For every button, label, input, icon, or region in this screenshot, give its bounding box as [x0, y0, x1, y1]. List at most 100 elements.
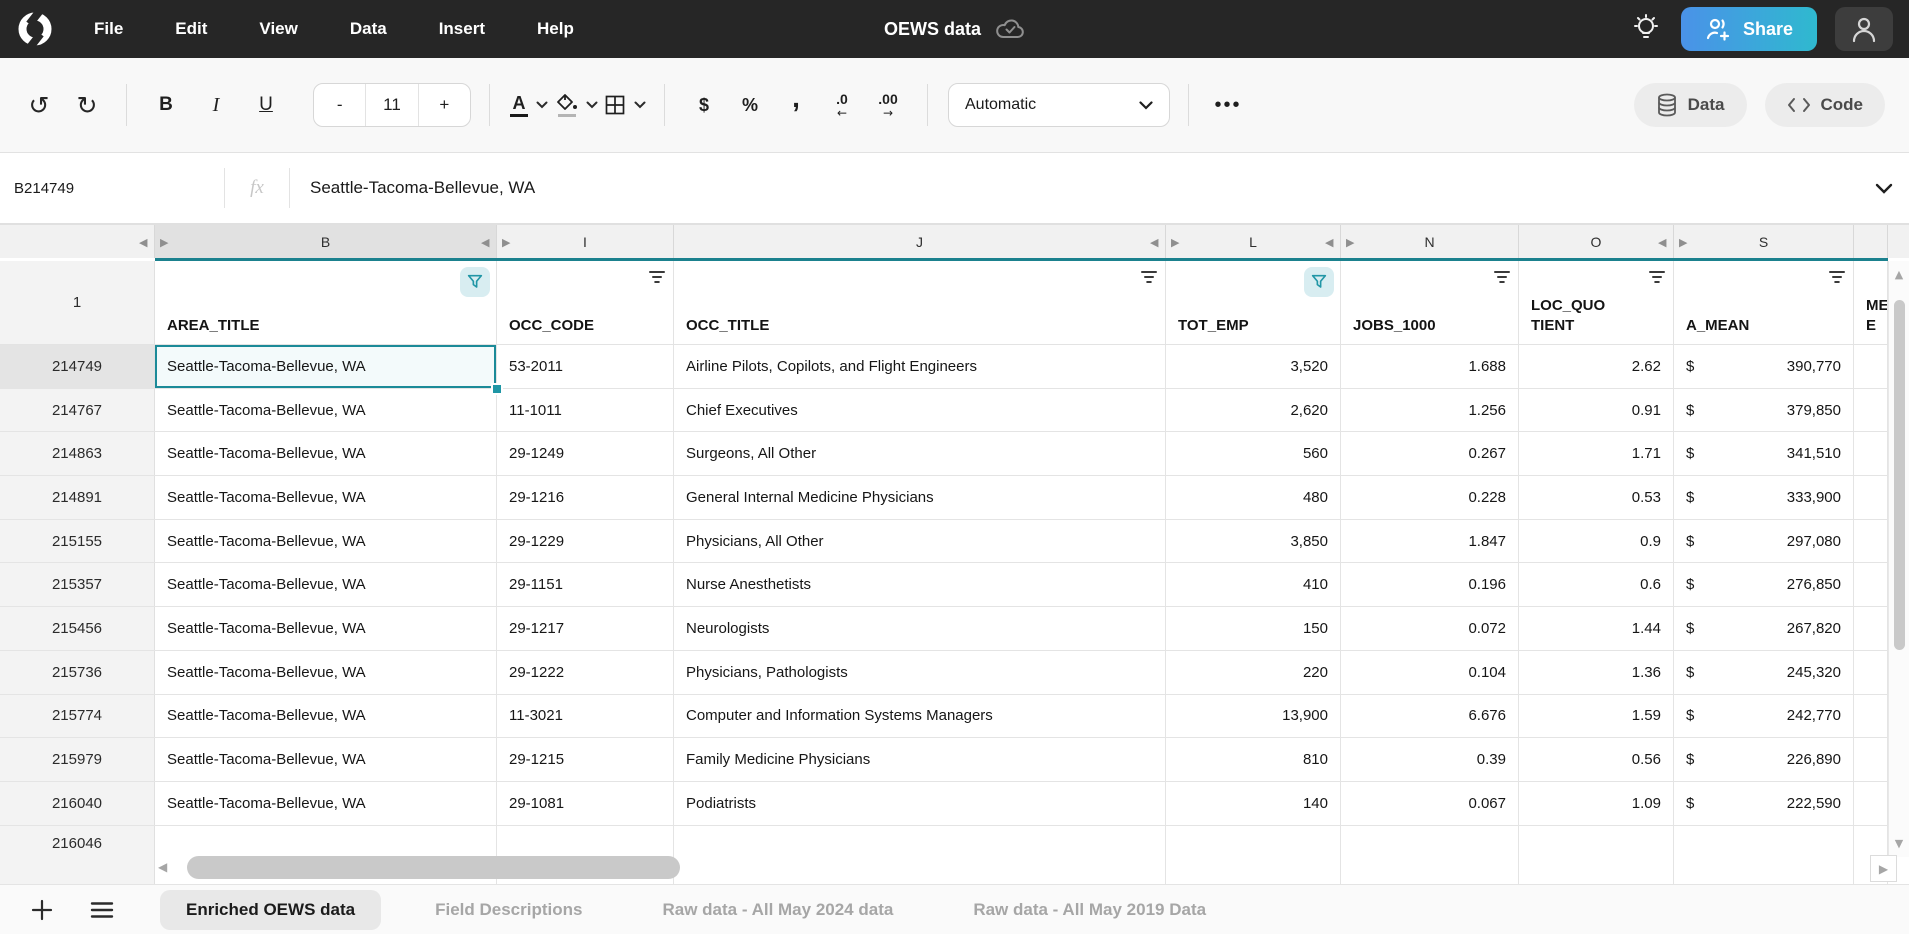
field-header-area_title[interactable]: AREA_TITLE: [155, 261, 497, 344]
column-header-L[interactable]: L: [1166, 225, 1341, 258]
cell-L214863[interactable]: 560: [1166, 432, 1341, 476]
number-format-select[interactable]: Automatic: [948, 83, 1170, 127]
column-header-B[interactable]: B: [155, 225, 497, 258]
horizontal-scrollbar-thumb[interactable]: [187, 856, 680, 879]
row-number-214767[interactable]: 214767: [0, 388, 155, 432]
hidden-columns-right-icon[interactable]: ▶: [1346, 235, 1355, 249]
cell-O214749[interactable]: 2.62: [1519, 345, 1674, 388]
menu-view[interactable]: View: [259, 19, 298, 38]
cell-O215736[interactable]: 1.36: [1519, 650, 1674, 694]
hidden-columns-left-icon[interactable]: ◀: [481, 235, 490, 249]
cell-N215736[interactable]: 0.104: [1341, 650, 1519, 694]
decrease-decimal-button[interactable]: .0 ←: [821, 83, 863, 127]
percent-format-button[interactable]: %: [729, 83, 771, 127]
cell-S215155[interactable]: $297,080: [1674, 519, 1854, 563]
hidden-columns-left-icon[interactable]: ◀: [1325, 235, 1334, 249]
hidden-columns-left-icon[interactable]: ◀: [139, 235, 148, 249]
cell-O216040[interactable]: 1.09: [1519, 781, 1674, 825]
menu-file[interactable]: File: [94, 19, 124, 38]
cell-J216040[interactable]: Podiatrists: [674, 781, 1166, 825]
cell-J216046[interactable]: [674, 825, 1166, 884]
cell-J214863[interactable]: Surgeons, All Other: [674, 432, 1166, 476]
field-header-loc_quotient[interactable]: LOC_QUO TIENT: [1519, 261, 1674, 344]
cell-S215357[interactable]: $276,850: [1674, 563, 1854, 607]
text-color-button[interactable]: A: [508, 83, 550, 127]
hidden-columns-left-icon[interactable]: ◀: [1658, 235, 1667, 249]
data-panel-button[interactable]: Data: [1633, 83, 1747, 127]
cell-L215456[interactable]: 150: [1166, 607, 1341, 650]
cell-I215357[interactable]: 29-1151: [497, 563, 674, 607]
cell-B216046[interactable]: [155, 825, 497, 884]
fill-handle[interactable]: [491, 382, 503, 395]
field-header-occ_code[interactable]: OCC_CODE: [497, 261, 674, 344]
cell-O215774[interactable]: 1.59: [1519, 694, 1674, 738]
cell-I215456[interactable]: 29-1217: [497, 607, 674, 650]
cell-O216046[interactable]: [1519, 825, 1674, 884]
cell-N214767[interactable]: 1.256: [1341, 388, 1519, 432]
cell-T216040[interactable]: [1854, 781, 1888, 825]
filter-icon[interactable]: [647, 267, 667, 287]
cell-T214863[interactable]: [1854, 432, 1888, 476]
hidden-columns-right-icon[interactable]: ▶: [1171, 235, 1180, 249]
menu-data[interactable]: Data: [349, 19, 387, 38]
cell-S214767[interactable]: $379,850: [1674, 388, 1854, 432]
cell-O214767[interactable]: 0.91: [1519, 388, 1674, 432]
column-header-rowhdr[interactable]: [0, 225, 155, 258]
sheet-list-menu-button[interactable]: [80, 890, 124, 930]
cell-I214891[interactable]: 29-1216: [497, 476, 674, 519]
cell-T215155[interactable]: [1854, 519, 1888, 563]
cell-I215979[interactable]: 29-1215: [497, 738, 674, 781]
row-number-215979[interactable]: 215979: [0, 738, 155, 781]
cell-I215736[interactable]: 29-1222: [497, 650, 674, 694]
font-size-decrease[interactable]: -: [336, 95, 343, 114]
hidden-columns-right-icon[interactable]: ▶: [502, 235, 511, 249]
menu-edit[interactable]: Edit: [175, 19, 208, 38]
cell-L214749[interactable]: 3,520: [1166, 345, 1341, 388]
cell-N216040[interactable]: 0.067: [1341, 781, 1519, 825]
row-number-214749[interactable]: 214749: [0, 345, 155, 388]
add-sheet-button[interactable]: [20, 890, 64, 930]
cell-O215357[interactable]: 0.6: [1519, 563, 1674, 607]
cell-N214891[interactable]: 0.228: [1341, 476, 1519, 519]
cell-S214863[interactable]: $341,510: [1674, 432, 1854, 476]
menu-insert[interactable]: Insert: [438, 19, 485, 38]
currency-format-button[interactable]: $: [683, 83, 725, 127]
cell-I216040[interactable]: 29-1081: [497, 781, 674, 825]
cell-S216040[interactable]: $222,590: [1674, 781, 1854, 825]
share-button[interactable]: Share: [1680, 7, 1817, 51]
row-number-1[interactable]: 1: [0, 261, 155, 344]
account-avatar[interactable]: [1835, 7, 1893, 51]
cell-J215736[interactable]: Physicians, Pathologists: [674, 650, 1166, 694]
cell-T214749[interactable]: [1854, 345, 1888, 388]
cell-J215774[interactable]: Computer and Information Systems Manager…: [674, 694, 1166, 738]
cell-O214891[interactable]: 0.53: [1519, 476, 1674, 519]
cell-B214863[interactable]: Seattle-Tacoma-Bellevue, WA: [155, 432, 497, 476]
cell-S214749[interactable]: $390,770: [1674, 345, 1854, 388]
cell-O215456[interactable]: 1.44: [1519, 607, 1674, 650]
cell-T215736[interactable]: [1854, 650, 1888, 694]
column-header-J[interactable]: J: [674, 225, 1166, 258]
sheet-tab-field-descriptions[interactable]: Field Descriptions: [435, 899, 583, 919]
code-panel-button[interactable]: Code: [1764, 83, 1885, 127]
cell-reference-box[interactable]: B214749: [14, 179, 75, 197]
cell-O215155[interactable]: 0.9: [1519, 519, 1674, 563]
cell-L214767[interactable]: 2,620: [1166, 388, 1341, 432]
cell-T214891[interactable]: [1854, 476, 1888, 519]
row-number-215357[interactable]: 215357: [0, 563, 155, 607]
vertical-scrollbar[interactable]: ▲ ▼: [1888, 261, 1909, 857]
filter-active-icon[interactable]: [460, 267, 490, 297]
scroll-up-icon[interactable]: ▲: [1894, 268, 1904, 281]
row-number-215456[interactable]: 215456: [0, 607, 155, 650]
cell-J215979[interactable]: Family Medicine Physicians: [674, 738, 1166, 781]
cell-S215979[interactable]: $226,890: [1674, 738, 1854, 781]
font-size-value[interactable]: 11: [365, 84, 419, 126]
cell-S214891[interactable]: $333,900: [1674, 476, 1854, 519]
increase-decimal-button[interactable]: .00 →: [867, 83, 909, 127]
filter-icon[interactable]: [1139, 267, 1159, 287]
cell-B214749[interactable]: Seattle-Tacoma-Bellevue, WA: [155, 345, 503, 395]
hidden-columns-right-icon[interactable]: ▶: [160, 235, 169, 249]
column-header-S[interactable]: S: [1674, 225, 1854, 258]
field-header-occ_title[interactable]: OCC_TITLE: [674, 261, 1166, 344]
cell-N215979[interactable]: 0.39: [1341, 738, 1519, 781]
formula-bar-expand-icon[interactable]: [1875, 183, 1893, 194]
